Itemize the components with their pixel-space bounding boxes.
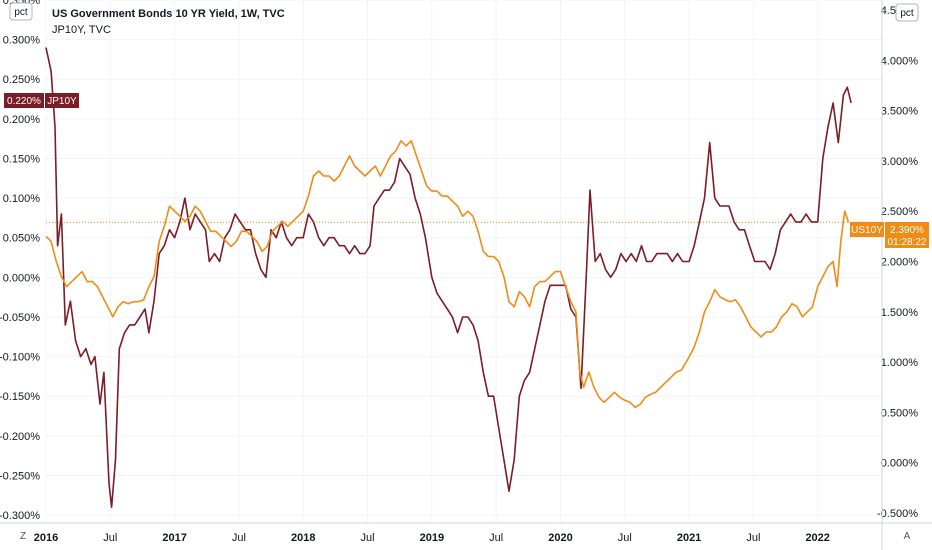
us-bar-countdown: 01:28:22 — [888, 237, 927, 248]
left-tick-label: 0.150% — [3, 153, 41, 165]
right-unit-label: pct — [900, 8, 914, 19]
right-tick-label: 2.500% — [881, 206, 919, 218]
left-price-axis[interactable]: 0.350%0.300%0.250%0.200%0.150%0.100%0.05… — [0, 0, 40, 522]
auto-scale-toggle[interactable]: Z — [20, 531, 26, 542]
left-tick-label: -0.300% — [0, 510, 40, 522]
time-tick-label: Jul — [103, 532, 117, 544]
series-layer — [45, 47, 882, 508]
left-tick-label: 0.050% — [3, 233, 41, 245]
right-tick-label: 4.000% — [881, 55, 919, 67]
time-tick-label: 2018 — [291, 532, 315, 544]
us-series-name: US10Y — [851, 225, 883, 236]
auto-scale-button[interactable]: A — [904, 531, 911, 542]
time-tick-label: 2017 — [162, 532, 186, 544]
time-tick-label: Jul — [746, 532, 760, 544]
jp-last-value-label: 0.220% JP10Y — [4, 93, 79, 108]
grid-lines — [45, 0, 882, 523]
time-tick-label: Jul — [361, 532, 375, 544]
left-tick-label: -0.050% — [0, 312, 40, 324]
left-corner-button[interactable]: Z — [20, 531, 26, 542]
left-tick-label: 0.200% — [3, 114, 41, 126]
time-tick-label: 2022 — [805, 532, 829, 544]
right-tick-label: 3.500% — [881, 106, 919, 118]
right-tick-label: 1.500% — [881, 307, 919, 319]
time-tick-label: 2021 — [677, 532, 701, 544]
chart-subtitle: JP10Y, TVC — [52, 24, 111, 36]
right-tick-label: 0.500% — [881, 407, 919, 419]
time-tick-label: 2016 — [34, 532, 58, 544]
left-tick-label: -0.150% — [0, 391, 40, 403]
left-unit-badge[interactable]: pct — [9, 2, 33, 21]
chart-title: US Government Bonds 10 YR Yield, 1W, TVC — [52, 8, 285, 20]
jp-series-name: JP10Y — [47, 96, 77, 107]
left-tick-label: 0.250% — [3, 74, 41, 86]
series-line-jp10y — [45, 47, 852, 508]
time-tick-label: 2019 — [420, 532, 444, 544]
left-tick-label: -0.250% — [0, 470, 40, 482]
right-tick-label: 1.000% — [881, 357, 919, 369]
right-tick-label: 0.000% — [881, 458, 919, 470]
time-tick-label: Jul — [232, 532, 246, 544]
jp-last-value: 0.220% — [7, 96, 41, 107]
left-tick-label: 0.300% — [3, 35, 41, 47]
right-tick-label: -0.500% — [877, 508, 918, 520]
right-tick-label: 3.000% — [881, 156, 919, 168]
time-tick-label: Jul — [489, 532, 503, 544]
left-tick-label: -0.200% — [0, 431, 40, 443]
left-tick-label: 0.100% — [3, 193, 41, 205]
left-tick-label: -0.100% — [0, 352, 40, 364]
time-tick-label: Jul — [618, 532, 632, 544]
us-last-value-label: US10Y 2.390% 01:28:22 — [850, 222, 929, 248]
right-corner-button[interactable]: A — [904, 531, 911, 542]
series-line-us10y — [45, 140, 850, 409]
us-last-value: 2.390% — [890, 225, 924, 236]
right-tick-label: 2.000% — [881, 257, 919, 269]
right-unit-badge[interactable]: pct — [895, 3, 919, 22]
left-unit-label: pct — [14, 7, 28, 18]
time-tick-label: 2020 — [548, 532, 572, 544]
left-tick-label: 0.000% — [3, 272, 41, 284]
